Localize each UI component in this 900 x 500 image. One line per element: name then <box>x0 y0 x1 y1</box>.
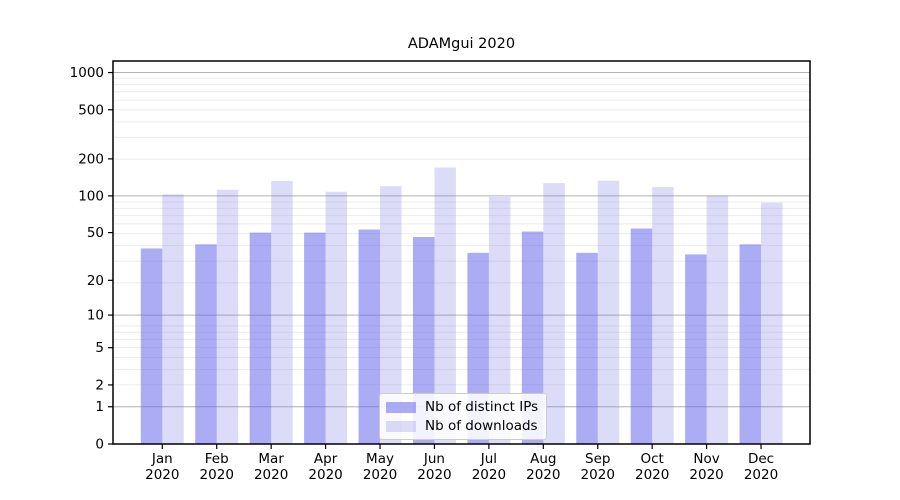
bar-aug-downloads <box>543 183 565 444</box>
bar-feb-downloads <box>216 189 239 444</box>
bar-mar-distinct-ips <box>249 232 272 444</box>
bar-mar-downloads <box>271 181 293 444</box>
bar-jun-distinct-ips <box>412 236 435 444</box>
bar-aug-distinct-ips <box>521 231 544 444</box>
x-tick-label-year: 2020 <box>145 467 179 483</box>
bar-oct-distinct-ips <box>630 228 653 444</box>
legend-label-downloads: Nb of downloads <box>425 418 538 434</box>
legend-swatch-distinct-ips <box>386 401 416 413</box>
y-tick-label: 10 <box>87 308 104 324</box>
bar-jan-distinct-ips <box>140 248 163 444</box>
y-tick-label: 1000 <box>70 65 104 81</box>
x-tick-label-year: 2020 <box>200 467 234 483</box>
bar-nov-distinct-ips <box>685 254 707 444</box>
bar-sep-distinct-ips <box>576 252 598 444</box>
y-tick-label: 200 <box>78 151 104 167</box>
x-tick-label-month: Sep <box>585 451 610 467</box>
y-tick-label: 0 <box>95 437 104 453</box>
y-tick-label: 500 <box>78 102 104 118</box>
bar-jan-downloads <box>162 194 184 444</box>
x-tick-label-month: Jun <box>423 451 445 467</box>
y-tick-label: 5 <box>95 340 104 356</box>
legend-item-downloads: Nb of downloads <box>386 418 539 434</box>
legend-label-distinct-ips: Nb of distinct IPs <box>425 399 539 415</box>
bar-jul-downloads <box>488 196 511 444</box>
x-tick-label-year: 2020 <box>363 467 397 483</box>
bar-may-downloads <box>380 186 402 444</box>
bar-dec-downloads <box>761 202 783 444</box>
y-tick-label: 1 <box>95 399 104 415</box>
bar-apr-distinct-ips <box>304 232 326 444</box>
legend: Nb of distinct IPs Nb of downloads <box>379 393 547 440</box>
y-tick-label: 50 <box>87 225 104 241</box>
x-tick-label-month: Jul <box>480 451 497 467</box>
x-tick-label-year: 2020 <box>308 467 342 483</box>
legend-swatch-downloads <box>386 420 416 432</box>
bar-apr-downloads <box>325 191 348 444</box>
x-tick-label-month: Aug <box>530 451 556 467</box>
bar-jun-downloads <box>434 167 456 444</box>
x-tick-label-year: 2020 <box>472 467 506 483</box>
x-tick-label-month: Apr <box>314 451 338 467</box>
bar-nov-downloads <box>706 195 729 444</box>
x-tick-label-month: Feb <box>205 451 229 467</box>
x-tick-label-year: 2020 <box>417 467 451 483</box>
y-tick-label: 20 <box>87 273 104 289</box>
plot-box-spines <box>112 60 811 445</box>
x-tick-label-year: 2020 <box>635 467 669 483</box>
bar-dec-distinct-ips <box>739 244 762 444</box>
bar-oct-downloads <box>652 187 674 444</box>
x-tick-label-month: Jan <box>151 451 173 467</box>
x-tick-label-year: 2020 <box>526 467 560 483</box>
x-tick-label-year: 2020 <box>254 467 288 483</box>
bar-may-distinct-ips <box>358 229 381 444</box>
x-tick-label-year: 2020 <box>689 467 723 483</box>
bar-sep-downloads <box>597 180 620 444</box>
x-tick-label-year: 2020 <box>744 467 778 483</box>
x-tick-label-month: Nov <box>693 451 719 467</box>
x-tick-label-month: Mar <box>258 451 284 467</box>
legend-item-distinct-ips: Nb of distinct IPs <box>386 399 539 415</box>
chart-title: ADAMgui 2020 <box>407 36 516 52</box>
y-tick-label: 2 <box>95 377 104 393</box>
x-tick-label-year: 2020 <box>581 467 615 483</box>
bar-feb-distinct-ips <box>195 244 217 444</box>
y-tick-label: 100 <box>78 188 104 204</box>
x-tick-label-month: Oct <box>640 451 663 467</box>
x-tick-label-month: May <box>366 451 394 467</box>
x-tick-label-month: Dec <box>748 451 774 467</box>
